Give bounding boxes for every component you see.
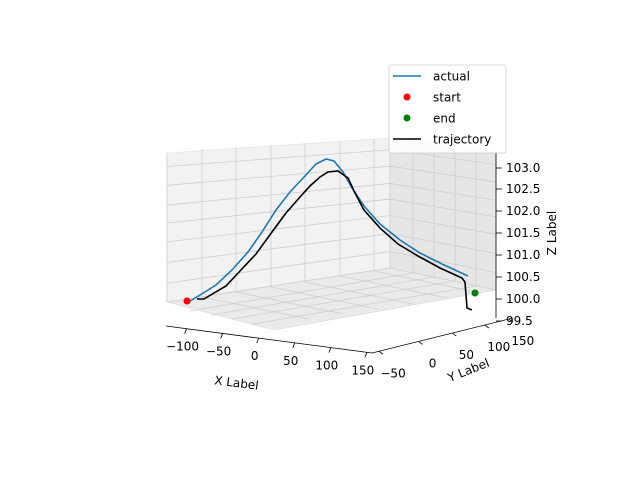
legend-end-swatch: [403, 114, 411, 122]
x-tick-mark: [328, 347, 332, 353]
z-axis-label: Z Label: [545, 211, 559, 255]
x-tick-label: 150: [351, 363, 374, 377]
legend-start-label: start: [433, 91, 461, 105]
x-axis-line: [165, 325, 373, 354]
series-actual-line: [189, 158, 469, 302]
legend-actual-label: actual: [433, 70, 470, 84]
legend-start-swatch: [403, 93, 411, 101]
legend-frame: [388, 64, 507, 154]
y-tick-label: 0: [429, 356, 437, 370]
grid-line: [166, 267, 497, 303]
grid-line: [210, 276, 435, 316]
y-ticks: −50 0 50 100 150: [378, 318, 534, 380]
series-end-marker: [471, 289, 479, 297]
y-tick-label: 100: [487, 340, 510, 354]
x-tick-label: −100: [166, 340, 199, 354]
x-tick-mark: [364, 352, 368, 358]
z-tick-label: 100.5: [506, 270, 540, 284]
y-tick-mark: [418, 341, 423, 345]
x-tick-label: 50: [283, 354, 298, 368]
y-axis-line: [371, 317, 514, 354]
grid-line: [166, 183, 497, 206]
axis-lines: [165, 152, 514, 354]
y-tick-label: 150: [511, 334, 534, 348]
grid-line: [166, 198, 497, 224]
grid-line: [231, 280, 456, 320]
grid-line: [252, 285, 477, 325]
y-tick-mark: [452, 332, 457, 337]
y-tick-mark: [508, 318, 514, 323]
z-tick-label: 99.5: [506, 314, 533, 328]
x-tick-mark: [292, 342, 296, 349]
grid-line: [201, 296, 310, 320]
z-tick-label: 102.0: [506, 204, 540, 218]
z-tick-label: 100.0: [506, 292, 540, 306]
x-axis-label: X Label: [214, 373, 260, 392]
z-tick-label: 101.5: [506, 226, 540, 240]
grid-line: [189, 272, 414, 312]
x-tick-mark: [256, 338, 260, 344]
grid-line: [235, 291, 344, 315]
y-tick-label: −50: [380, 366, 405, 380]
legend-trajectory-label: trajectory: [433, 133, 491, 147]
z-tick-label: 103.0: [506, 161, 540, 175]
grid: [166, 138, 497, 325]
grid-line: [166, 215, 497, 243]
legend: actual start end trajectory: [388, 64, 507, 154]
x-tick-mark: [220, 333, 224, 339]
x-tick-mark: [184, 328, 187, 334]
y-tick-label: 50: [459, 348, 474, 362]
series-start-marker: [183, 297, 191, 305]
grid-line: [373, 270, 482, 294]
x-tick-label: 0: [251, 349, 259, 363]
y-tick-mark: [484, 324, 490, 329]
x-tick-label: −50: [206, 344, 231, 358]
legend-entries: actual start end trajectory: [393, 70, 491, 147]
z-tick-label: 102.5: [506, 182, 540, 196]
x-ticks: −100 −50 0 50 100 150: [166, 328, 374, 377]
z-ticks: 99.5 100.0 100.5 101.0 101.5 102.0 102.5 103.0: [496, 161, 540, 328]
grid-line: [166, 233, 497, 263]
x-tick-label: 100: [315, 359, 338, 373]
z-tick-label: 101.0: [506, 248, 540, 262]
grid-line: [166, 251, 497, 284]
legend-end-label: end: [433, 112, 456, 126]
grid-line: [166, 165, 497, 186]
y-tick-mark: [378, 350, 384, 355]
series-trajectory-line: [197, 170, 473, 311]
